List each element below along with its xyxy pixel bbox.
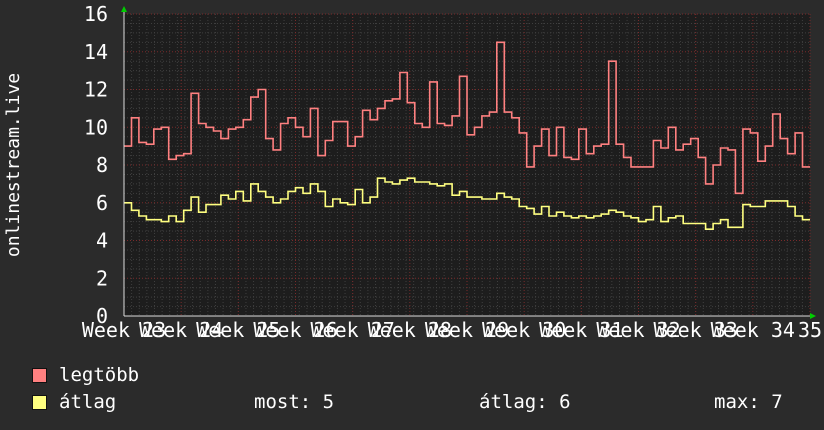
x-tick-label: Week 25: [196, 318, 280, 342]
y-tick-label: 14: [84, 40, 108, 64]
y-tick-label: 4: [96, 229, 108, 253]
y-tick-label: 12: [84, 78, 108, 102]
x-tick-label: Week 24: [139, 318, 223, 342]
y-tick-label: 16: [84, 2, 108, 26]
x-axis-arrow: [810, 313, 816, 319]
grid: [124, 13, 811, 316]
x-tick-label: Week 27: [311, 318, 395, 342]
y-axis-arrow: [121, 6, 127, 12]
y-tick-labels: 0 2 4 6 8 10 12 14 16: [84, 2, 108, 328]
x-tick-label: Week 30: [482, 318, 566, 342]
x-tick-label: Week 32: [596, 318, 680, 342]
x-tick-label: Week 28: [368, 318, 452, 342]
x-tick-label: Week 33: [654, 318, 738, 342]
series-lines: [124, 41, 810, 230]
y-tick-label: 0: [96, 304, 108, 328]
series-line-atlag: [124, 177, 810, 230]
x-tick-label: Week 23: [82, 318, 166, 342]
y-tick-label: 2: [96, 266, 108, 290]
x-tick-label: Week 34: [711, 318, 795, 342]
x-tick-label: 35: [798, 318, 822, 342]
y-tick-label: 10: [84, 115, 108, 139]
y-axis-label: onlinestream.live: [3, 73, 24, 257]
x-tick-label: Week 26: [253, 318, 337, 342]
y-tick-label: 6: [96, 191, 108, 215]
x-tick-label: Week 29: [425, 318, 509, 342]
x-tick-label: Week 31: [539, 318, 623, 342]
series-line-legtobb: [124, 41, 810, 195]
y-tick-label: 8: [96, 153, 108, 177]
